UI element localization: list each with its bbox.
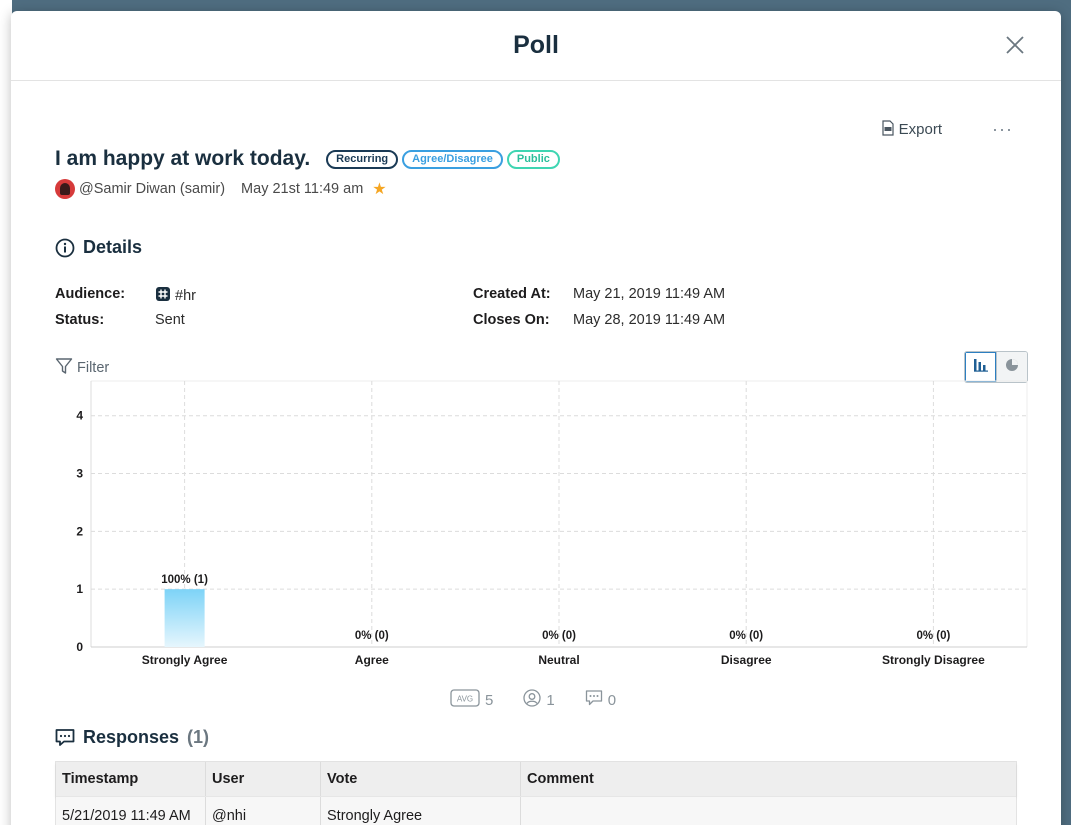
status-value-wrap: Sent (155, 312, 185, 328)
csv-file-icon (881, 119, 895, 140)
created-value-wrap: May 21, 2019 11:49 AM (573, 286, 725, 302)
tag-recurring: Recurring (326, 149, 399, 169)
closes-value-wrap: May 28, 2019 11:49 AM (573, 312, 725, 328)
created-row: Created At: (473, 286, 551, 302)
star-icon[interactable]: ★ (372, 181, 387, 198)
bar-chart-icon (973, 358, 989, 377)
author-name[interactable]: @Samir Diwan (samir) (79, 181, 226, 197)
comments-stat: 0 (585, 689, 616, 711)
y-tick-label: 2 (76, 524, 83, 538)
responses-table: Timestamp User Vote Comment 5/21/2019 11… (55, 761, 1017, 825)
y-tick-label: 0 (76, 640, 83, 654)
comments-value: 0 (607, 691, 617, 709)
comment-icon (585, 689, 603, 711)
modal-title: Poll (513, 31, 559, 59)
filter-icon (55, 357, 73, 379)
filter-label: Filter (77, 360, 110, 376)
column-header-user[interactable]: User (206, 762, 321, 796)
audience-value-wrap: #hr (155, 286, 196, 306)
more-options-icon[interactable]: ··· (992, 119, 1013, 139)
tag-agree-disagree: Agree/Disagree (402, 149, 503, 169)
audience-label: Audience: (55, 286, 126, 302)
pie-chart-view-button[interactable] (996, 352, 1027, 382)
details-heading: Details (55, 237, 142, 258)
created-label: Created At: (473, 286, 551, 302)
cell-vote: Strongly Agree (321, 797, 521, 825)
x-tick-label: Strongly Agree (142, 653, 228, 667)
x-tick-label: Strongly Disagree (882, 653, 985, 667)
poll-title-row: I am happy at work today. Recurring Agre… (55, 147, 564, 171)
poll-stats: AVG 5 1 0 (450, 689, 646, 711)
posted-date: May 21st 11:49 am (241, 181, 364, 197)
x-tick-label: Disagree (721, 653, 772, 667)
created-value: May 21, 2019 11:49 AM (573, 286, 726, 302)
y-tick-label: 4 (76, 409, 83, 423)
channel-icon (155, 286, 171, 306)
table-row[interactable]: 5/21/2019 11:49 AM @nhi Strongly Agree (56, 796, 1016, 825)
responses-heading-label: Responses (83, 727, 180, 747)
respondents-value: 1 (546, 691, 555, 709)
data-label: 0% (0) (542, 630, 576, 642)
poll-meta: @Samir Diwan (samir) May 21st 11:49 am ★ (55, 179, 387, 199)
poll-results-chart: 0 1 2 3 4 100% (1) Strongly Agree 0% (0) Agree 0%… (11, 377, 1061, 707)
avatar[interactable] (55, 179, 75, 199)
cell-user[interactable]: @nhi (206, 797, 321, 825)
closes-row: Closes On: (473, 312, 550, 328)
data-label: 0% (0) (355, 630, 389, 642)
average-value: 5 (485, 691, 494, 709)
user-circle-icon (523, 689, 541, 711)
cell-comment (521, 797, 1016, 825)
poll-actions: Export ··· (881, 119, 1017, 140)
y-tick-label: 3 (76, 467, 83, 481)
status-label: Status: (55, 312, 105, 328)
responses-count: (1) (187, 727, 210, 747)
data-label: 0% (0) (729, 630, 763, 642)
average-stat: AVG 5 (450, 689, 493, 711)
poll-question: I am happy at work today. (55, 147, 311, 170)
export-button[interactable]: Export (881, 119, 943, 140)
close-icon[interactable] (1003, 33, 1027, 57)
bar-strongly-agree (164, 589, 205, 647)
audience-row: Audience: (55, 286, 125, 302)
export-label: Export (898, 121, 943, 138)
modal-header: Poll (11, 11, 1061, 81)
closes-label: Closes On: (473, 312, 550, 328)
background-app-strip (0, 0, 12, 825)
cell-timestamp: 5/21/2019 11:49 AM (56, 797, 206, 825)
audience-value[interactable]: #hr (175, 288, 196, 304)
status-row: Status: (55, 312, 104, 328)
x-tick-label: Agree (355, 653, 389, 667)
responses-heading: Responses (1) (55, 727, 209, 748)
column-header-vote[interactable]: Vote (321, 762, 521, 796)
svg-text:AVG: AVG (457, 695, 473, 704)
data-label: 0% (0) (916, 630, 950, 642)
column-header-comment[interactable]: Comment (527, 771, 594, 787)
column-header-timestamp[interactable]: Timestamp (56, 762, 206, 796)
pie-chart-icon (1005, 358, 1019, 377)
y-tick-label: 1 (76, 582, 83, 596)
x-tick-label: Neutral (538, 653, 579, 667)
respondents-stat: 1 (523, 689, 555, 711)
comment-icon (55, 728, 75, 748)
status-value: Sent (155, 312, 185, 328)
bar-chart-svg: 0 1 2 3 4 100% (1) Strongly Agree 0% (0) Agree 0%… (76, 380, 1028, 667)
avg-badge-icon: AVG (450, 689, 480, 711)
data-label: 100% (1) (161, 574, 208, 586)
table-header: Timestamp User Vote Comment (56, 762, 1016, 796)
info-icon (55, 238, 75, 258)
filter-button[interactable]: Filter (55, 357, 109, 379)
closes-value: May 28, 2019 11:49 AM (573, 312, 726, 328)
poll-modal: Poll Export ··· I am happy at work today… (11, 11, 1061, 825)
details-heading-label: Details (83, 237, 143, 257)
tag-public: Public (506, 149, 560, 169)
bar-chart-view-button[interactable] (965, 352, 996, 382)
chart-view-toggle (964, 351, 1028, 383)
